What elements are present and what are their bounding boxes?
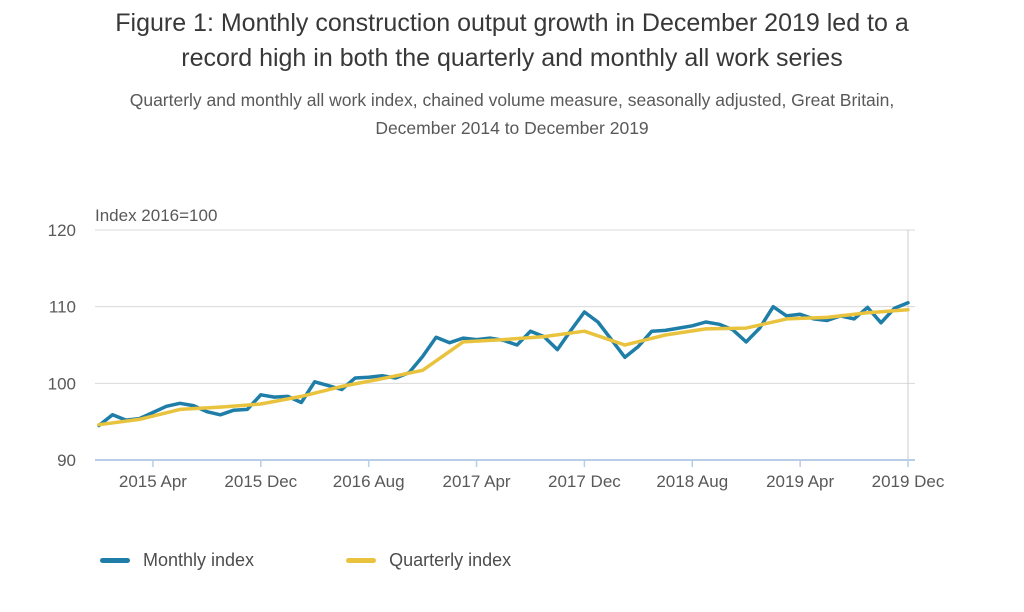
legend-item-quarterly: Quarterly index [346,550,511,571]
figure-title: Figure 1: Monthly construction output gr… [115,9,909,72]
x-axis-tick-label: 2017 Dec [548,472,621,491]
y-axis-tick-label-110: 110 [49,298,76,317]
quarterly-index-line [97,307,910,427]
quarterly-index-line-swatch [346,558,377,563]
x-axis-tick-label: 2019 Apr [766,472,834,491]
x-axis-tick-label: 2018 Aug [656,472,728,491]
legend-item-monthly: Monthly index [100,550,254,571]
y-axis-tick-label-120: 120 [48,221,76,240]
chart-legend: Monthly index Quarterly index [100,550,511,571]
monthly-index-label: Monthly index [143,550,255,570]
x-axis-tick-label: 2016 Aug [333,472,405,491]
y-axis-tick-label-100: 100 [48,374,76,393]
x-axis-tick-label: 2019 Dec [872,472,945,491]
line-chart: 90 100 110 120 2015 Apr 2015 Dec 2016 Aug 2017 … [48,206,945,491]
x-axis-tick-label: 2015 Apr [119,472,187,491]
monthly-index-line-swatch [100,558,130,563]
figure-subtitle: Quarterly and monthly all work index, ch… [129,90,895,138]
x-axis-tick-label: 2015 Dec [224,472,297,491]
y-axis-tick-label-90: 90 [57,451,76,470]
y-axis-unit-label: Index 2016=100 [95,206,217,225]
quarterly-index-label: Quarterly index [389,550,512,570]
x-axis-tick-label: 2017 Apr [443,472,511,491]
